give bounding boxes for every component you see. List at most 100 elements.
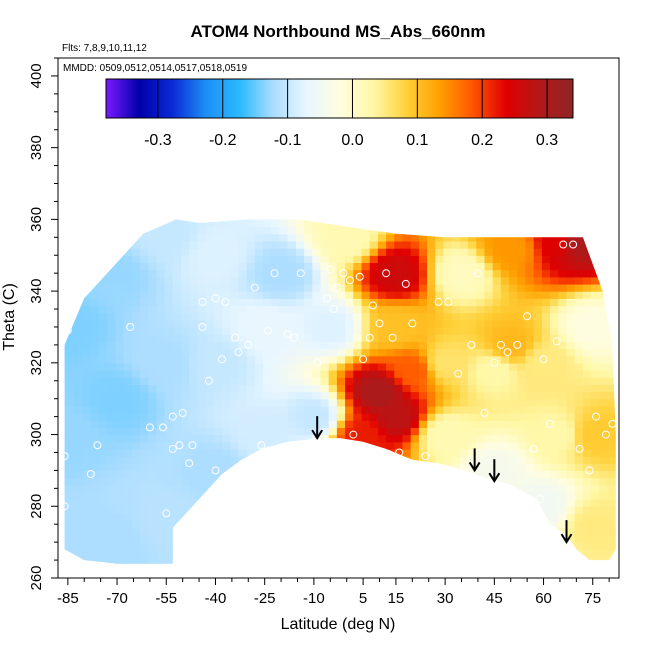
sample-point xyxy=(60,452,69,461)
down-arrow-icon xyxy=(560,520,573,545)
sample-point xyxy=(283,330,292,339)
sample-point xyxy=(359,355,368,364)
sample-point xyxy=(365,333,374,342)
sample-point xyxy=(601,430,610,439)
sample-point xyxy=(63,326,72,335)
sample-point xyxy=(523,312,532,321)
y-tick-label: 360 xyxy=(28,207,45,232)
sample-point xyxy=(529,444,538,453)
sample-point xyxy=(86,269,95,278)
sample-point xyxy=(559,240,568,249)
x-tick-label: 60 xyxy=(535,590,552,607)
sample-point xyxy=(60,502,69,511)
colorbar-tick-label: 0.2 xyxy=(471,132,493,149)
sample-point xyxy=(159,423,167,432)
y-tick-label: 280 xyxy=(28,494,45,519)
sample-point xyxy=(434,297,443,306)
sample-point xyxy=(175,441,184,450)
sample-point xyxy=(480,409,489,417)
sample-point xyxy=(93,441,102,450)
heatmap-field xyxy=(64,219,616,564)
chart-title: ATOM4 Northbound MS_Abs_660nm xyxy=(190,22,485,41)
sample-point xyxy=(339,269,348,278)
sample-point xyxy=(313,358,322,367)
sample-point xyxy=(536,495,545,504)
colorbar-tick-label: -0.3 xyxy=(144,132,172,149)
x-tick-label: 15 xyxy=(388,590,405,607)
x-tick-label: -55 xyxy=(155,590,177,607)
sample-point xyxy=(126,323,135,331)
sample-point xyxy=(490,358,499,367)
sample-point xyxy=(349,430,358,439)
sample-point xyxy=(162,509,171,518)
colorbar-tick-label: -0.1 xyxy=(274,132,302,149)
sample-point xyxy=(444,297,453,306)
sample-point xyxy=(454,369,463,378)
sample-point xyxy=(552,337,561,346)
sample-point xyxy=(332,283,341,292)
sample-point xyxy=(355,272,364,281)
sample-point xyxy=(323,294,331,303)
sample-point xyxy=(346,276,354,285)
y-tick-label: 340 xyxy=(28,279,45,304)
y-tick-label: 400 xyxy=(28,63,45,88)
sample-point xyxy=(296,269,305,278)
sample-point xyxy=(264,326,272,335)
sample-point xyxy=(221,297,230,306)
sample-point xyxy=(168,444,177,453)
x-tick-label: 30 xyxy=(437,590,454,607)
x-tick-label: 45 xyxy=(486,590,503,607)
sample-point xyxy=(145,423,154,432)
sample-point xyxy=(80,276,89,285)
x-tick-label: -10 xyxy=(303,590,325,607)
sample-point xyxy=(244,340,253,349)
sample-point xyxy=(375,319,384,328)
sample-point xyxy=(421,452,430,461)
sample-point xyxy=(592,412,600,421)
sample-point xyxy=(467,340,476,349)
sample-point xyxy=(185,459,194,468)
sample-point xyxy=(329,305,338,313)
sample-point xyxy=(211,294,220,303)
y-tick-label: 380 xyxy=(28,135,45,160)
sample-point xyxy=(395,448,404,457)
x-tick-label: 75 xyxy=(584,590,601,607)
sample-point xyxy=(257,441,266,450)
sample-point xyxy=(496,340,505,349)
colorbar-ramp xyxy=(105,78,574,119)
sample-point xyxy=(473,269,482,278)
sample-point xyxy=(188,441,197,450)
sample-point xyxy=(326,265,335,274)
sample-point xyxy=(368,301,377,310)
sample-point xyxy=(575,444,584,453)
arrow-markers xyxy=(311,416,573,545)
sample-point xyxy=(513,340,522,349)
sample-point xyxy=(585,466,594,475)
x-tick-label: -85 xyxy=(57,590,79,607)
x-tick-label: 5 xyxy=(359,590,367,607)
colorbar-tick-label: 0.3 xyxy=(536,132,558,149)
sample-point xyxy=(608,419,617,428)
sample-point xyxy=(309,437,318,446)
x-axis-label: Latitude (deg N) xyxy=(281,616,396,633)
y-tick-label: 300 xyxy=(28,422,45,447)
colorbar-tick-label: 0.0 xyxy=(341,132,363,149)
y-axis-label: Theta (C) xyxy=(1,283,18,351)
sample-point xyxy=(569,240,578,249)
colorbar-tick-label: 0.1 xyxy=(406,132,428,149)
sample-point xyxy=(231,333,240,342)
x-tick-label: -40 xyxy=(205,590,227,607)
x-tick-label: -70 xyxy=(106,590,128,607)
dates-label: MMDD: 0509,0512,0514,0517,0518,0519 xyxy=(63,63,247,74)
sample-point xyxy=(539,355,548,364)
sample-point xyxy=(388,333,397,342)
sample-point xyxy=(270,269,279,278)
sample-point xyxy=(86,470,95,478)
flights-label: Flts: 7,8,9,10,11,12 xyxy=(62,43,147,54)
colorbar: -0.3 -0.2 -0.1 0.0 0.1 0.2 0.3 xyxy=(105,78,574,149)
sample-point xyxy=(204,376,213,385)
sample-point xyxy=(382,269,391,278)
sample-point xyxy=(546,419,555,428)
